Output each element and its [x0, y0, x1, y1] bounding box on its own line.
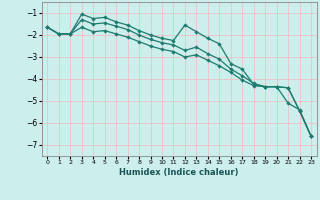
X-axis label: Humidex (Indice chaleur): Humidex (Indice chaleur) [119, 168, 239, 177]
